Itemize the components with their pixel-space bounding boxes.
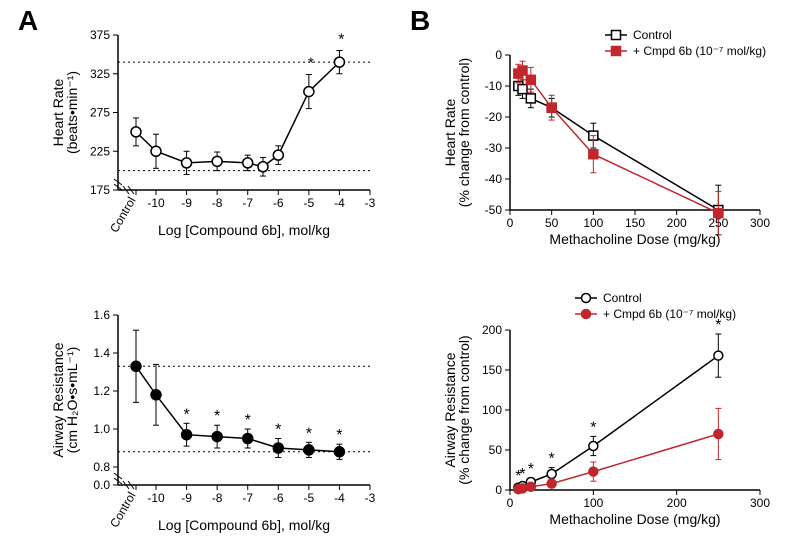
svg-text:-20: -20 (485, 110, 503, 124)
svg-text:Heart Rate(% change from contr: Heart Rate(% change from control) (442, 58, 472, 207)
svg-text:50: 50 (489, 443, 503, 457)
svg-text:-5: -5 (304, 196, 315, 210)
svg-text:*: * (245, 412, 251, 429)
svg-text:*: * (183, 406, 189, 423)
svg-text:1.0: 1.0 (93, 422, 110, 436)
svg-text:*: * (336, 427, 342, 444)
svg-text:-8: -8 (212, 491, 223, 505)
svg-text:100: 100 (482, 403, 502, 417)
svg-text:300: 300 (750, 496, 770, 510)
svg-text:*: * (214, 408, 220, 425)
svg-text:Methacholine Dose (mg/kg): Methacholine Dose (mg/kg) (549, 231, 720, 247)
svg-text:-50: -50 (485, 203, 503, 217)
svg-text:*: * (528, 461, 534, 478)
svg-text:50: 50 (545, 216, 559, 230)
figure-svg: A 175 225 275 325 375 -10 -9 -8 -7 -6 -5 -4 -3 Control… (0, 0, 796, 549)
svg-text:-30: -30 (485, 141, 503, 155)
svg-text:-10: -10 (147, 491, 165, 505)
svg-text:Control: Control (633, 28, 672, 42)
svg-text:-10: -10 (485, 79, 503, 93)
svg-text:175: 175 (90, 183, 110, 197)
svg-text:-9: -9 (181, 491, 192, 505)
svg-text:-3: -3 (365, 491, 376, 505)
svg-text:Airway Resistance(cm H₂O•s•mL⁻: Airway Resistance(cm H₂O•s•mL⁻¹) (50, 342, 80, 457)
svg-text:0.0: 0.0 (93, 478, 110, 492)
svg-text:0: 0 (495, 48, 502, 62)
svg-text:-9: -9 (181, 196, 192, 210)
panel-b-bottom: 0501001502000100200300Control+ Cmpd 6b (… (442, 291, 770, 527)
svg-text:100: 100 (583, 496, 603, 510)
panel-a-top: 175 225 275 325 375 -10 -9 -8 -7 -6 -5 -4 -3 Control *… (50, 28, 376, 238)
svg-text:0: 0 (507, 496, 514, 510)
svg-text:-8: -8 (212, 196, 223, 210)
svg-text:Heart Rate(beats•min⁻¹): Heart Rate(beats•min⁻¹) (50, 71, 80, 154)
svg-text:Log [Compound 6b], mol/kg: Log [Compound 6b], mol/kg (158, 222, 330, 238)
svg-text:-6: -6 (273, 196, 284, 210)
svg-text:200: 200 (667, 496, 687, 510)
svg-text:-10: -10 (147, 196, 165, 210)
svg-text:Methacholine Dose (mg/kg): Methacholine Dose (mg/kg) (549, 511, 720, 527)
svg-text:325: 325 (90, 67, 110, 81)
svg-text:200: 200 (667, 216, 687, 230)
svg-text:*: * (715, 317, 721, 334)
svg-text:0: 0 (495, 483, 502, 497)
svg-text:*: * (275, 422, 281, 439)
svg-text:-40: -40 (485, 172, 503, 186)
svg-text:100: 100 (583, 216, 603, 230)
svg-text:*: * (549, 451, 555, 468)
svg-text:*: * (308, 56, 314, 73)
svg-text:Control: Control (107, 195, 138, 236)
svg-text:150: 150 (625, 216, 645, 230)
svg-text:375: 375 (90, 28, 110, 42)
svg-text:225: 225 (90, 144, 110, 158)
svg-text:300: 300 (750, 216, 770, 230)
panel-a-bottom: 0.0 0.8 1.0 1.2 1.4 1.6 -10 -9 -8 -7 -6 -5 -4 -3 Contr… (50, 308, 376, 533)
svg-text:-7: -7 (242, 491, 253, 505)
svg-text:+ Cmpd 6b (10⁻⁷ mol/kg): + Cmpd 6b (10⁻⁷ mol/kg) (633, 44, 766, 58)
svg-text:-6: -6 (273, 491, 284, 505)
svg-text:200: 200 (482, 323, 502, 337)
svg-text:Control: Control (107, 490, 138, 531)
svg-text:0.8: 0.8 (93, 460, 110, 474)
svg-text:Log [Compound 6b], mol/kg: Log [Compound 6b], mol/kg (158, 517, 330, 533)
svg-text:*: * (519, 466, 525, 483)
svg-text:-4: -4 (334, 491, 345, 505)
svg-text:1.6: 1.6 (93, 308, 110, 322)
panel-b-label: B (410, 5, 430, 36)
svg-text:-3: -3 (365, 196, 376, 210)
svg-text:1.2: 1.2 (93, 384, 110, 398)
svg-text:275: 275 (90, 106, 110, 120)
svg-text:-4: -4 (334, 196, 345, 210)
svg-text:*: * (306, 425, 312, 442)
svg-text:-7: -7 (242, 196, 253, 210)
panel-b-top: -50-40-30-20-100050100150200250300Contro… (442, 28, 770, 247)
svg-text:1.4: 1.4 (93, 346, 110, 360)
svg-text:*: * (338, 32, 344, 49)
svg-text:Airway Resistance(% change fro: Airway Resistance(% change from control) (442, 335, 472, 484)
svg-text:0: 0 (507, 216, 514, 230)
svg-text:*: * (590, 419, 596, 436)
panel-a-label: A (18, 5, 38, 36)
svg-text:150: 150 (482, 363, 502, 377)
svg-text:-5: -5 (304, 491, 315, 505)
svg-text:Control: Control (603, 291, 642, 305)
